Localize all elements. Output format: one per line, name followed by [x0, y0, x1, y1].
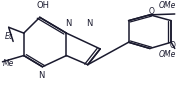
Text: Me: Me	[3, 59, 14, 68]
Text: OH: OH	[37, 1, 49, 10]
Text: O: O	[170, 41, 176, 50]
Text: OMe: OMe	[159, 50, 176, 59]
Text: N: N	[38, 71, 45, 80]
Text: N: N	[86, 19, 93, 28]
Text: OMe: OMe	[159, 1, 176, 10]
Text: N: N	[65, 19, 71, 28]
Text: Et: Et	[5, 32, 13, 41]
Text: O: O	[149, 7, 155, 16]
